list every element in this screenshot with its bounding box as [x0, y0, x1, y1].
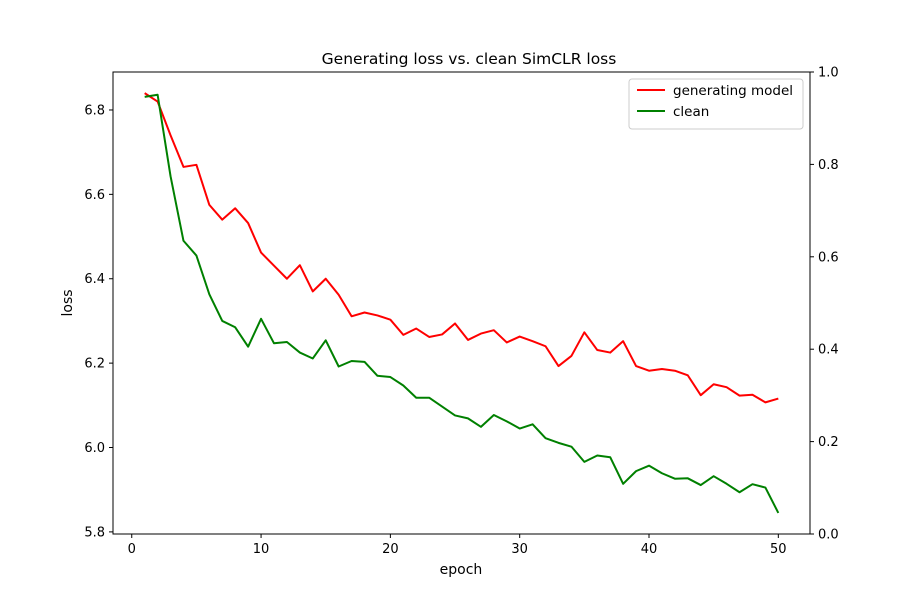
- series-line-clean: [144, 93, 780, 514]
- y-tick-label: 6.0: [84, 441, 105, 456]
- y-tick-label: 6.2: [84, 357, 105, 372]
- x-tick-label: 20: [382, 542, 399, 557]
- y-tick-label: 6.6: [84, 188, 105, 203]
- y2-tick-label: 0.2: [818, 435, 839, 450]
- plot-frame: [112, 71, 811, 535]
- y-tick-label: 6.4: [84, 272, 105, 287]
- x-axis-label: epoch: [440, 562, 483, 578]
- legend-label: clean: [673, 104, 709, 120]
- legend: generating model clean: [628, 78, 804, 130]
- y-tick-label: 6.8: [84, 103, 105, 118]
- x-tick-label: 0: [128, 542, 136, 557]
- y2-tick-label: 0.0: [818, 528, 839, 543]
- y2-tick-label: 1.0: [818, 66, 839, 81]
- series-layer: [144, 92, 780, 514]
- legend-box: [628, 78, 804, 130]
- x-tick-label: 50: [770, 542, 787, 557]
- y2-tick-label: 0.6: [818, 250, 839, 265]
- axes-layer: 0 10 20 30 40 50 5.8 6.0 6.2 6.4 6.6 6.8 0.0 0.2 0.4 0.…: [84, 66, 838, 558]
- x-tick-label: 30: [511, 542, 528, 557]
- chart-title: Generating loss vs. clean SimCLR loss: [322, 50, 617, 68]
- y2-tick-label: 0.4: [818, 343, 839, 358]
- series-line-generating-model: [144, 92, 779, 404]
- x-tick-label: 10: [253, 542, 270, 557]
- y-axis-label: loss: [60, 289, 76, 316]
- y-tick-label: 5.8: [84, 525, 105, 540]
- x-tick-label: 40: [641, 542, 658, 557]
- y2-tick-label: 0.8: [818, 158, 839, 173]
- legend-label: generating model: [673, 83, 793, 99]
